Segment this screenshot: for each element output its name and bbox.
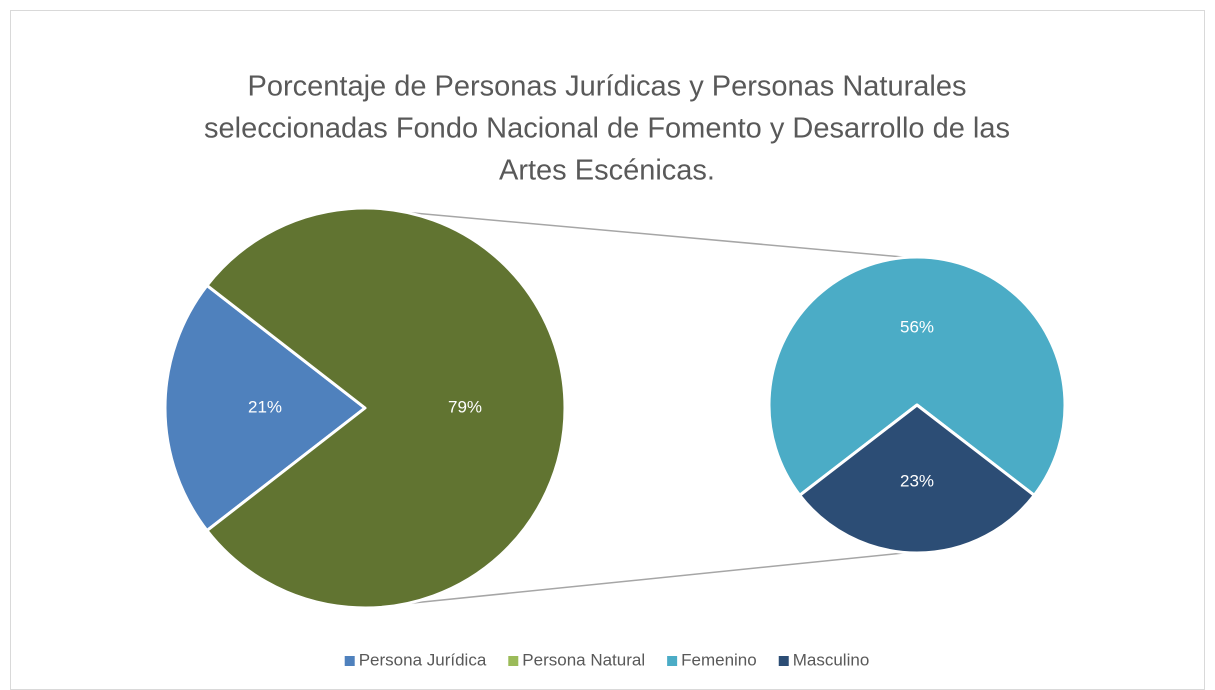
pie-slice: [798, 403, 1036, 555]
pie-slice: [767, 255, 1067, 497]
connector-line: [406, 211, 907, 259]
legend-marker: [344, 656, 355, 666]
pie-slice: [205, 206, 567, 610]
data-label: 79%: [448, 397, 482, 416]
pie-slice: [163, 283, 367, 533]
chart-title: Artes Escénicas.: [499, 155, 715, 187]
chart-title: seleccionadas Fondo Nacional de Fomento …: [204, 113, 1010, 145]
chart-title: Porcentaje de Personas Jurídicas y Perso…: [248, 71, 967, 103]
legend-marker: [778, 656, 789, 666]
data-label: 56%: [900, 318, 934, 337]
legend-label: Femenino: [681, 650, 757, 669]
legend-label: Persona Jurídica: [359, 650, 487, 669]
data-label: 23%: [900, 471, 934, 490]
legend-marker: [667, 656, 678, 666]
legend-label: Masculino: [793, 650, 870, 669]
connector-line: [406, 551, 907, 605]
legend-label: Persona Natural: [522, 650, 645, 669]
data-label: 21%: [248, 397, 282, 416]
legend-marker: [508, 656, 519, 666]
